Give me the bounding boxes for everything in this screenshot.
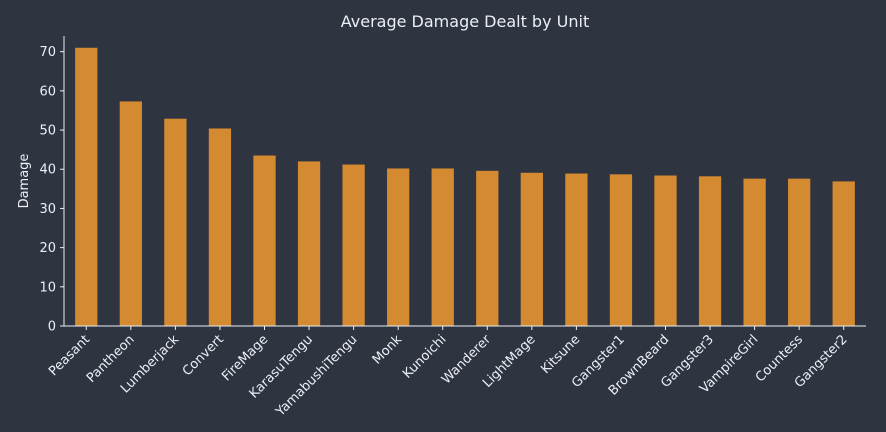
y-tick-label: 70 — [39, 45, 56, 60]
chart-title: Average Damage Dealt by Unit — [341, 12, 589, 31]
y-axis: 0 10 20 30 40 50 60 70 — [39, 36, 65, 335]
bar-kunoichi — [431, 168, 454, 326]
bar-pantheon — [119, 101, 142, 326]
bar-lightmage — [520, 172, 543, 326]
y-tick-label: 20 — [39, 241, 56, 256]
y-tick-label: 60 — [39, 84, 56, 99]
bar-yamabushitengu — [342, 164, 365, 326]
y-tick-label: 0 — [48, 320, 56, 335]
bar-monk — [387, 168, 410, 326]
bar-gangster3 — [698, 176, 722, 326]
bar-karasutengu — [297, 161, 321, 326]
y-tick-label: 10 — [39, 280, 56, 295]
bars-group — [75, 47, 855, 327]
bar-kitsune — [565, 173, 588, 326]
bar-wanderer — [476, 170, 499, 326]
bar-peasant — [75, 47, 98, 327]
bar-firemage — [253, 155, 276, 326]
bar-lumberjack — [164, 118, 187, 327]
y-tick-label: 30 — [39, 202, 56, 217]
bar-gangster1 — [609, 174, 633, 326]
bar-convert — [208, 128, 232, 326]
bar-gangster2 — [832, 181, 855, 326]
bar-brownbeard — [654, 175, 677, 326]
y-tick-label: 40 — [39, 163, 56, 178]
y-tick-label: 50 — [39, 124, 56, 139]
bar-countess — [788, 178, 811, 326]
bar-vampiregirl — [743, 178, 766, 326]
y-axis-label: Damage — [17, 154, 32, 209]
